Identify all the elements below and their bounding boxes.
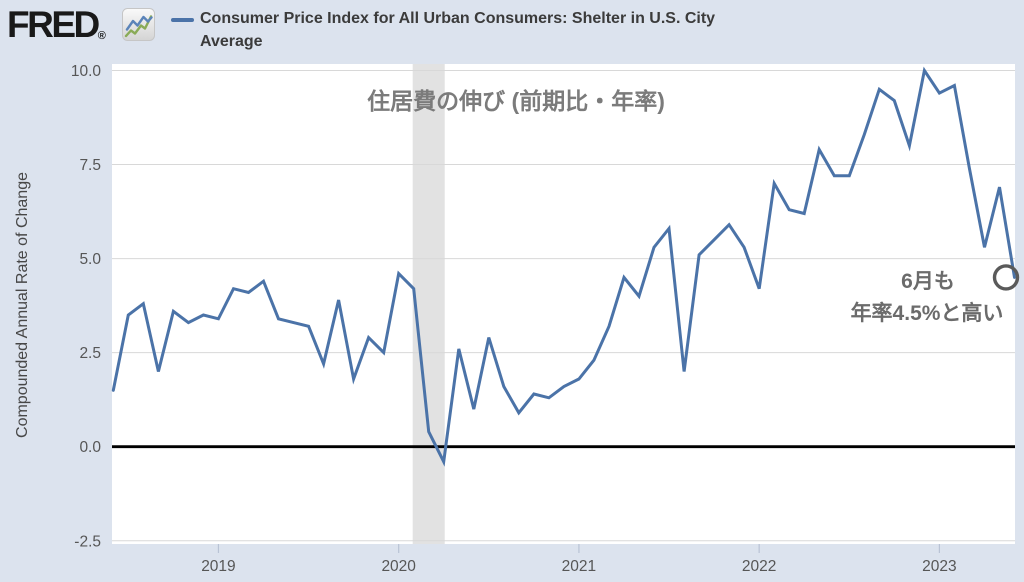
y-axis-title: Compounded Annual Rate of Change <box>14 172 31 438</box>
recession-band <box>412 64 445 544</box>
legend-series-label-line1: Consumer Price Index for All Urban Consu… <box>200 10 716 27</box>
y-axis-tick-label: 7.5 <box>79 157 101 174</box>
registered-mark: ® <box>97 30 106 42</box>
x-axis-tick-label: 2023 <box>922 558 956 575</box>
legend-series-label-line2: Average <box>200 33 263 50</box>
y-axis-tick-label: -2.5 <box>74 533 101 550</box>
chart-title-annotation: 住居費の伸び (前期比・年率) <box>367 88 665 114</box>
legend-series-label: Consumer Price Index for All Urban Consu… <box>200 7 840 53</box>
note-annotation-line1: 6月も <box>901 270 955 293</box>
chart-header: FRED® Consumer Price Index for All Urban… <box>0 0 1024 60</box>
fred-logo-text: FRED <box>7 4 100 45</box>
fred-sparkline-icon <box>122 8 155 41</box>
legend-line-swatch <box>171 18 194 22</box>
y-axis-tick-label: 2.5 <box>79 345 101 362</box>
x-axis-tick-label: 2020 <box>381 558 416 575</box>
y-axis-tick-label: 5.0 <box>79 251 101 268</box>
y-axis-tick-label: 0.0 <box>79 439 101 456</box>
note-annotation-line2: 年率4.5%と高い <box>851 301 1004 325</box>
x-axis-tick-label: 2022 <box>742 558 776 575</box>
plot-area <box>112 64 1015 544</box>
x-axis-tick-label: 2021 <box>562 558 596 575</box>
x-axis-tick-label: 2019 <box>201 558 235 575</box>
fred-logo: FRED® <box>7 4 106 46</box>
cpi-shelter-series-line <box>111 66 1016 467</box>
y-axis-tick-label: 10.0 <box>71 63 102 80</box>
highlight-circle <box>992 264 1020 291</box>
